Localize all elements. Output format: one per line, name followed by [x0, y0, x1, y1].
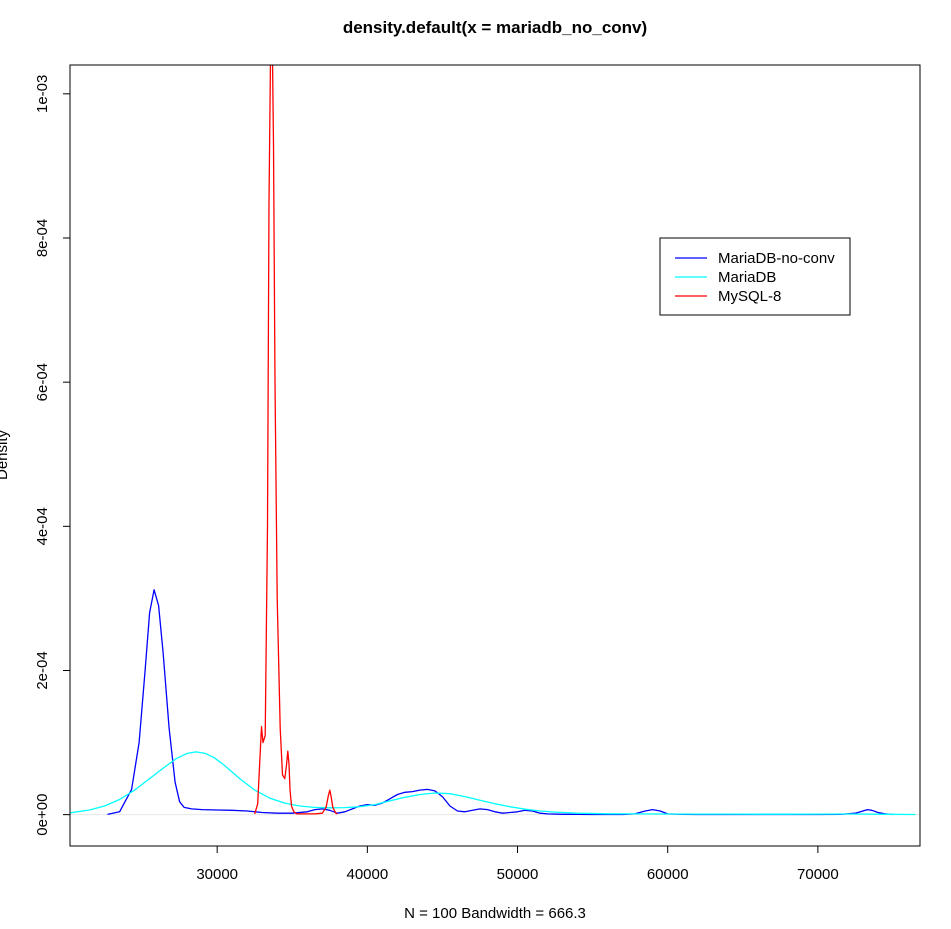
plot-frame [69, 64, 921, 847]
x-axis: 30000 40000 50000 60000 70000 [196, 845, 839, 883]
x-tick-label: 60000 [647, 866, 689, 883]
x-tick-label: 70000 [797, 866, 839, 883]
legend-label-mariadb: MariaDB [718, 269, 776, 286]
series-line-mariadb [70, 751, 916, 816]
y-tick-label: 8e-04 [34, 219, 51, 257]
y-tick-label: 6e-04 [34, 363, 51, 401]
y-tick-label: 0e+00 [34, 794, 51, 836]
y-tick-label: 1e-03 [34, 75, 51, 113]
y-axis-label: Density [0, 429, 11, 480]
x-tick-label: 50000 [497, 866, 539, 883]
legend-label-mysql-8: MySQL-8 [718, 288, 781, 305]
x-axis-label: N = 100 Bandwidth = 666.3 [404, 905, 586, 922]
x-tick-label: 30000 [196, 866, 238, 883]
y-tick-label: 4e-04 [34, 507, 51, 545]
y-axis: 0e+00 2e-04 4e-04 6e-04 8e-04 1e-03 [34, 75, 71, 836]
y-tick-label: 2e-04 [34, 651, 51, 689]
x-tick-label: 40000 [346, 866, 388, 883]
series-line-mariadb-no-conv [107, 589, 894, 816]
legend-label-mariadb-no-conv: MariaDB-no-conv [718, 250, 835, 267]
chart-title: density.default(x = mariadb_no_conv) [343, 18, 647, 37]
series-layer [70, 65, 916, 816]
legend: MariaDB-no-conv MariaDB MySQL-8 [659, 237, 851, 316]
series-line-mysql-8 [254, 65, 338, 815]
